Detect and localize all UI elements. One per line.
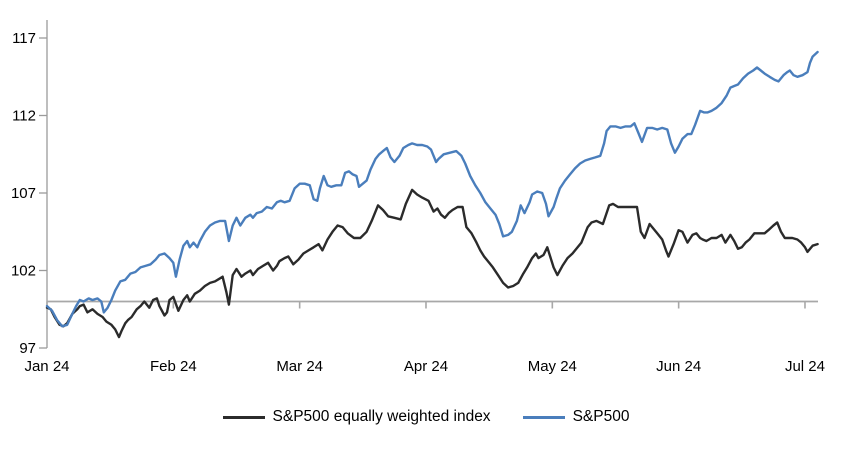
x-axis-tick-label: Feb 24 [150, 358, 197, 375]
y-axis-tick-label: 97 [19, 340, 36, 357]
x-axis-tick-label: Jan 24 [24, 358, 69, 375]
plot-area: 97 102 107 112 117 Jan 24 Feb 24 Mar 24 Apr 24 Ma… [11, 20, 825, 375]
y-axis-tick-label: 102 [11, 263, 36, 280]
legend-item-equal-weight: S&P500 equally weighted index [222, 408, 491, 426]
legend-line-swatch-equal-weight [222, 415, 265, 419]
legend-label-sp500: S&P500 [572, 408, 630, 425]
y-axis-tick-label: 112 [12, 108, 36, 125]
series-line-sp500-equal-weight [45, 188, 819, 339]
legend-line-swatch-sp500 [522, 415, 565, 419]
y-axis-tick-label: 107 [11, 185, 36, 202]
x-axis-tick-label: Apr 24 [404, 358, 448, 375]
chart-legend: S&P500 equally weighted index S&P500 [0, 408, 852, 426]
legend-label-equal-weight: S&P500 equally weighted index [272, 408, 491, 425]
x-axis-tick-label: May 24 [528, 358, 577, 375]
legend-item-sp500: S&P500 [522, 408, 630, 426]
x-axis-tick-label: Jun 24 [656, 358, 701, 375]
series-line-sp500 [45, 50, 819, 328]
x-axis-tick-label: Jul 24 [785, 358, 825, 375]
y-axis-tick-label: 117 [12, 30, 36, 47]
x-axis-tick-label: Mar 24 [276, 358, 323, 375]
